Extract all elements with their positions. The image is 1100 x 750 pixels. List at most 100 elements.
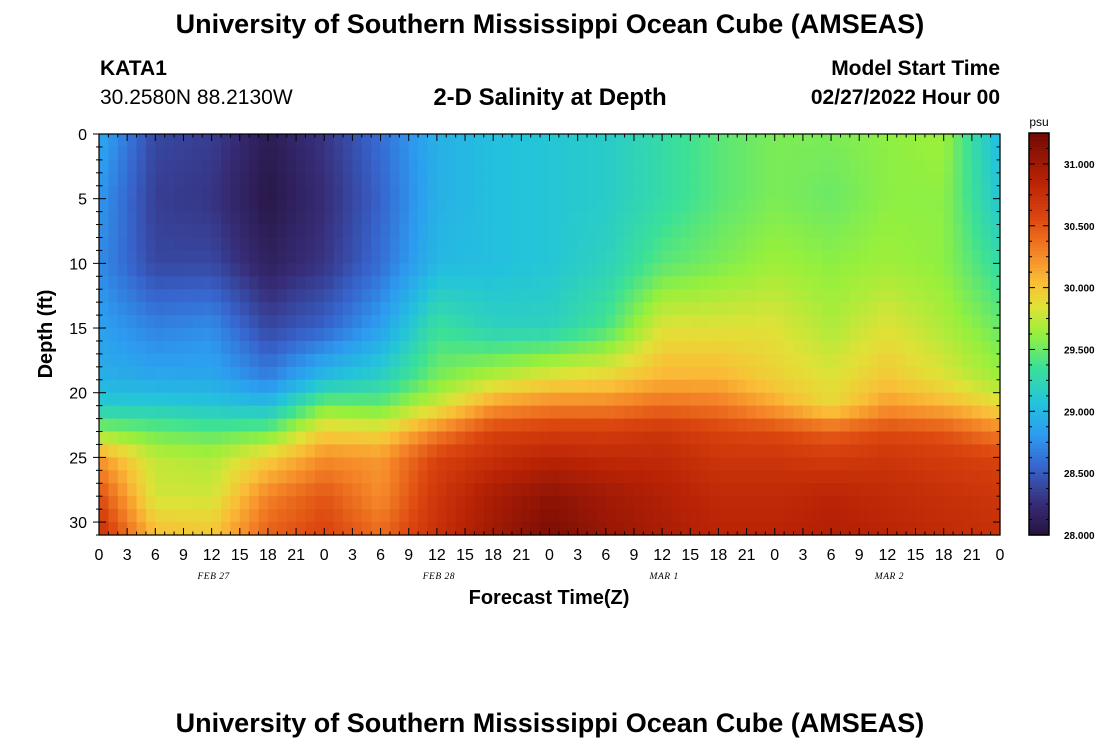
heatmap-cell xyxy=(924,470,935,484)
heatmap-cell xyxy=(99,276,109,290)
heatmap-cell xyxy=(127,405,138,420)
heatmap-cell xyxy=(117,172,128,187)
heatmap-cell xyxy=(784,405,795,420)
heatmap-cell xyxy=(662,276,673,290)
heatmap-cell xyxy=(746,509,757,523)
heatmap-cell xyxy=(793,276,804,290)
heatmap-cell xyxy=(183,159,194,174)
heatmap-cell xyxy=(446,146,457,161)
heatmap-cell xyxy=(831,509,842,523)
heatmap-cell xyxy=(906,211,917,226)
heatmap-cell xyxy=(887,392,898,407)
heatmap-cell xyxy=(906,405,917,420)
heatmap-cell xyxy=(389,302,400,316)
colorbar-segment xyxy=(1029,344,1049,348)
heatmap-cell xyxy=(633,353,644,368)
heatmap-cell xyxy=(361,289,372,303)
heatmap-cell xyxy=(831,522,842,536)
heatmap-cell xyxy=(286,302,297,316)
heatmap-cell xyxy=(718,444,729,458)
heatmap-cell xyxy=(662,366,673,381)
colorbar-segment xyxy=(1029,498,1049,503)
heatmap-cell xyxy=(990,353,1001,368)
heatmap-cell xyxy=(652,328,663,342)
heatmap-cell xyxy=(493,211,504,226)
heatmap-cell xyxy=(577,159,588,174)
heatmap-cell xyxy=(962,496,973,510)
heatmap-cell xyxy=(727,444,738,458)
heatmap-cell xyxy=(887,146,898,161)
heatmap-cell xyxy=(418,250,429,264)
heatmap-cell xyxy=(709,483,720,497)
heatmap-cell xyxy=(192,340,203,355)
date-label: FEB 28 xyxy=(422,572,455,582)
heatmap-cell xyxy=(990,237,1001,252)
heatmap-cell xyxy=(906,379,917,394)
heatmap-cell xyxy=(371,366,382,381)
heatmap-cell xyxy=(737,522,748,536)
heatmap-cell xyxy=(718,457,729,471)
heatmap-cell xyxy=(840,302,851,316)
heatmap-cell xyxy=(343,366,354,381)
heatmap-cell xyxy=(953,431,964,446)
heatmap-cell xyxy=(286,276,297,290)
heatmap-cell xyxy=(249,431,260,446)
heatmap-cell xyxy=(727,483,738,497)
heatmap-cell xyxy=(333,263,344,277)
heatmap-cell xyxy=(699,250,710,264)
heatmap-cell xyxy=(971,159,982,174)
colorbar-segment xyxy=(1029,447,1049,452)
heatmap-cell xyxy=(493,431,504,446)
heatmap-cell xyxy=(249,522,260,536)
heatmap-cell xyxy=(906,146,917,161)
heatmap-cell xyxy=(662,237,673,252)
heatmap-cell xyxy=(371,379,382,394)
colorbar-segment xyxy=(1029,350,1049,355)
heatmap-cell xyxy=(793,198,804,213)
colorbar: 28.00028.50029.00029.50030.00030.50031.0… xyxy=(1028,115,1095,542)
heatmap-cell xyxy=(662,405,673,420)
colorbar-segment xyxy=(1029,441,1049,446)
heatmap-cell xyxy=(596,276,607,290)
heatmap-cell xyxy=(483,211,494,226)
heatmap-cell xyxy=(117,276,128,290)
heatmap-cell xyxy=(465,211,476,226)
heatmap-cell xyxy=(493,392,504,407)
heatmap-cell xyxy=(821,509,832,523)
heatmap-cell xyxy=(183,146,194,161)
heatmap-cell xyxy=(286,237,297,252)
heatmap-cell xyxy=(802,444,813,458)
heatmap-cell xyxy=(981,237,992,252)
heatmap-cell xyxy=(587,392,598,407)
heatmap-cell xyxy=(333,211,344,226)
heatmap-cell xyxy=(474,328,485,342)
heatmap-cell xyxy=(859,172,870,187)
heatmap-cell xyxy=(549,198,560,213)
heatmap-cell xyxy=(615,496,626,510)
heatmap-cell xyxy=(361,496,372,510)
heatmap-cell xyxy=(859,276,870,290)
heatmap-cell xyxy=(511,379,522,394)
heatmap-cell xyxy=(155,328,166,342)
heatmap-cell xyxy=(108,237,119,252)
x-tick-label: 0 xyxy=(95,547,104,564)
heatmap-cell xyxy=(164,263,175,277)
heatmap-cell xyxy=(258,276,269,290)
heatmap-cell xyxy=(821,134,832,148)
heatmap-cell xyxy=(211,302,222,316)
heatmap-cell xyxy=(877,185,888,200)
heatmap-cell xyxy=(643,431,654,446)
heatmap-cell xyxy=(605,444,616,458)
heatmap-cell xyxy=(239,250,250,264)
heatmap-cell xyxy=(568,237,579,252)
heatmap-cell xyxy=(587,470,598,484)
heatmap-cell xyxy=(418,224,429,239)
heatmap-cell xyxy=(718,418,729,433)
heatmap-cell xyxy=(802,340,813,355)
heatmap-cell xyxy=(690,302,701,316)
heatmap-cell xyxy=(877,483,888,497)
heatmap-cell xyxy=(587,379,598,394)
heatmap-cell xyxy=(371,470,382,484)
heatmap-cell xyxy=(924,185,935,200)
heatmap-cell xyxy=(953,146,964,161)
